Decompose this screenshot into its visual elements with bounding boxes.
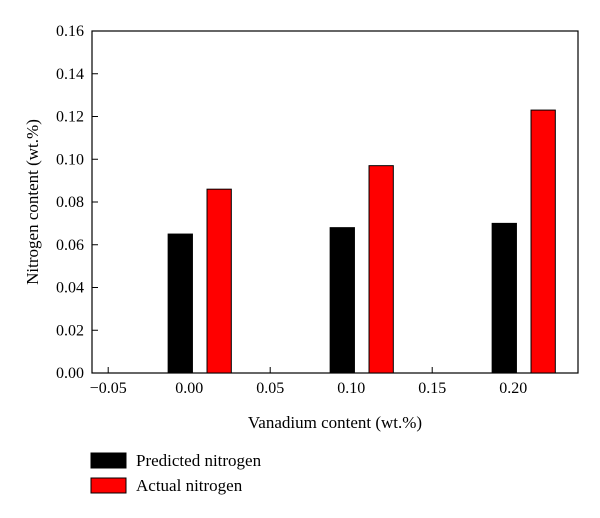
legend-label-actual: Actual nitrogen [136,476,243,495]
y-tick-label: 0.00 [56,365,84,382]
x-tick-label: 0.05 [256,380,284,397]
x-axis-label: Vanadium content (wt.%) [248,413,422,432]
bar-predicted-1 [329,227,355,374]
bars [167,109,556,374]
y-axis-label: Nitrogen content (wt.%) [23,119,42,285]
legend-swatch-predicted [90,452,127,469]
x-tick-label: 0.00 [175,380,203,397]
y-tick-label: 0.14 [56,66,84,83]
y-tick-label: 0.04 [56,280,84,297]
x-tick-label: 0.20 [499,380,527,397]
legend-swatch-actual [90,477,127,494]
x-tick-label: 0.10 [337,380,365,397]
y-tick-label: 0.10 [56,151,84,168]
bar-predicted-2 [491,222,517,374]
x-tick-label: 0.15 [418,380,446,397]
bar-predicted-0 [167,233,193,374]
x-tick-label: −0.05 [90,380,127,397]
x-axis-ticks: −0.05 0.00 0.05 0.10 0.15 0.20 [90,367,527,397]
y-tick-label: 0.08 [56,194,84,211]
y-tick-label: 0.02 [56,322,84,339]
legend-label-predicted: Predicted nitrogen [136,451,262,470]
y-tick-label: 0.12 [56,109,84,126]
legend: Predicted nitrogen Actual nitrogen [90,451,262,495]
y-tick-label: 0.16 [56,23,84,40]
bar-actual-1 [368,165,394,374]
bar-actual-0 [206,188,232,374]
bar-actual-2 [530,109,556,374]
y-axis-ticks: 0.00 0.02 0.04 0.06 0.08 0.10 0.12 0.14 0.16 [56,23,98,382]
y-tick-label: 0.06 [56,237,84,254]
